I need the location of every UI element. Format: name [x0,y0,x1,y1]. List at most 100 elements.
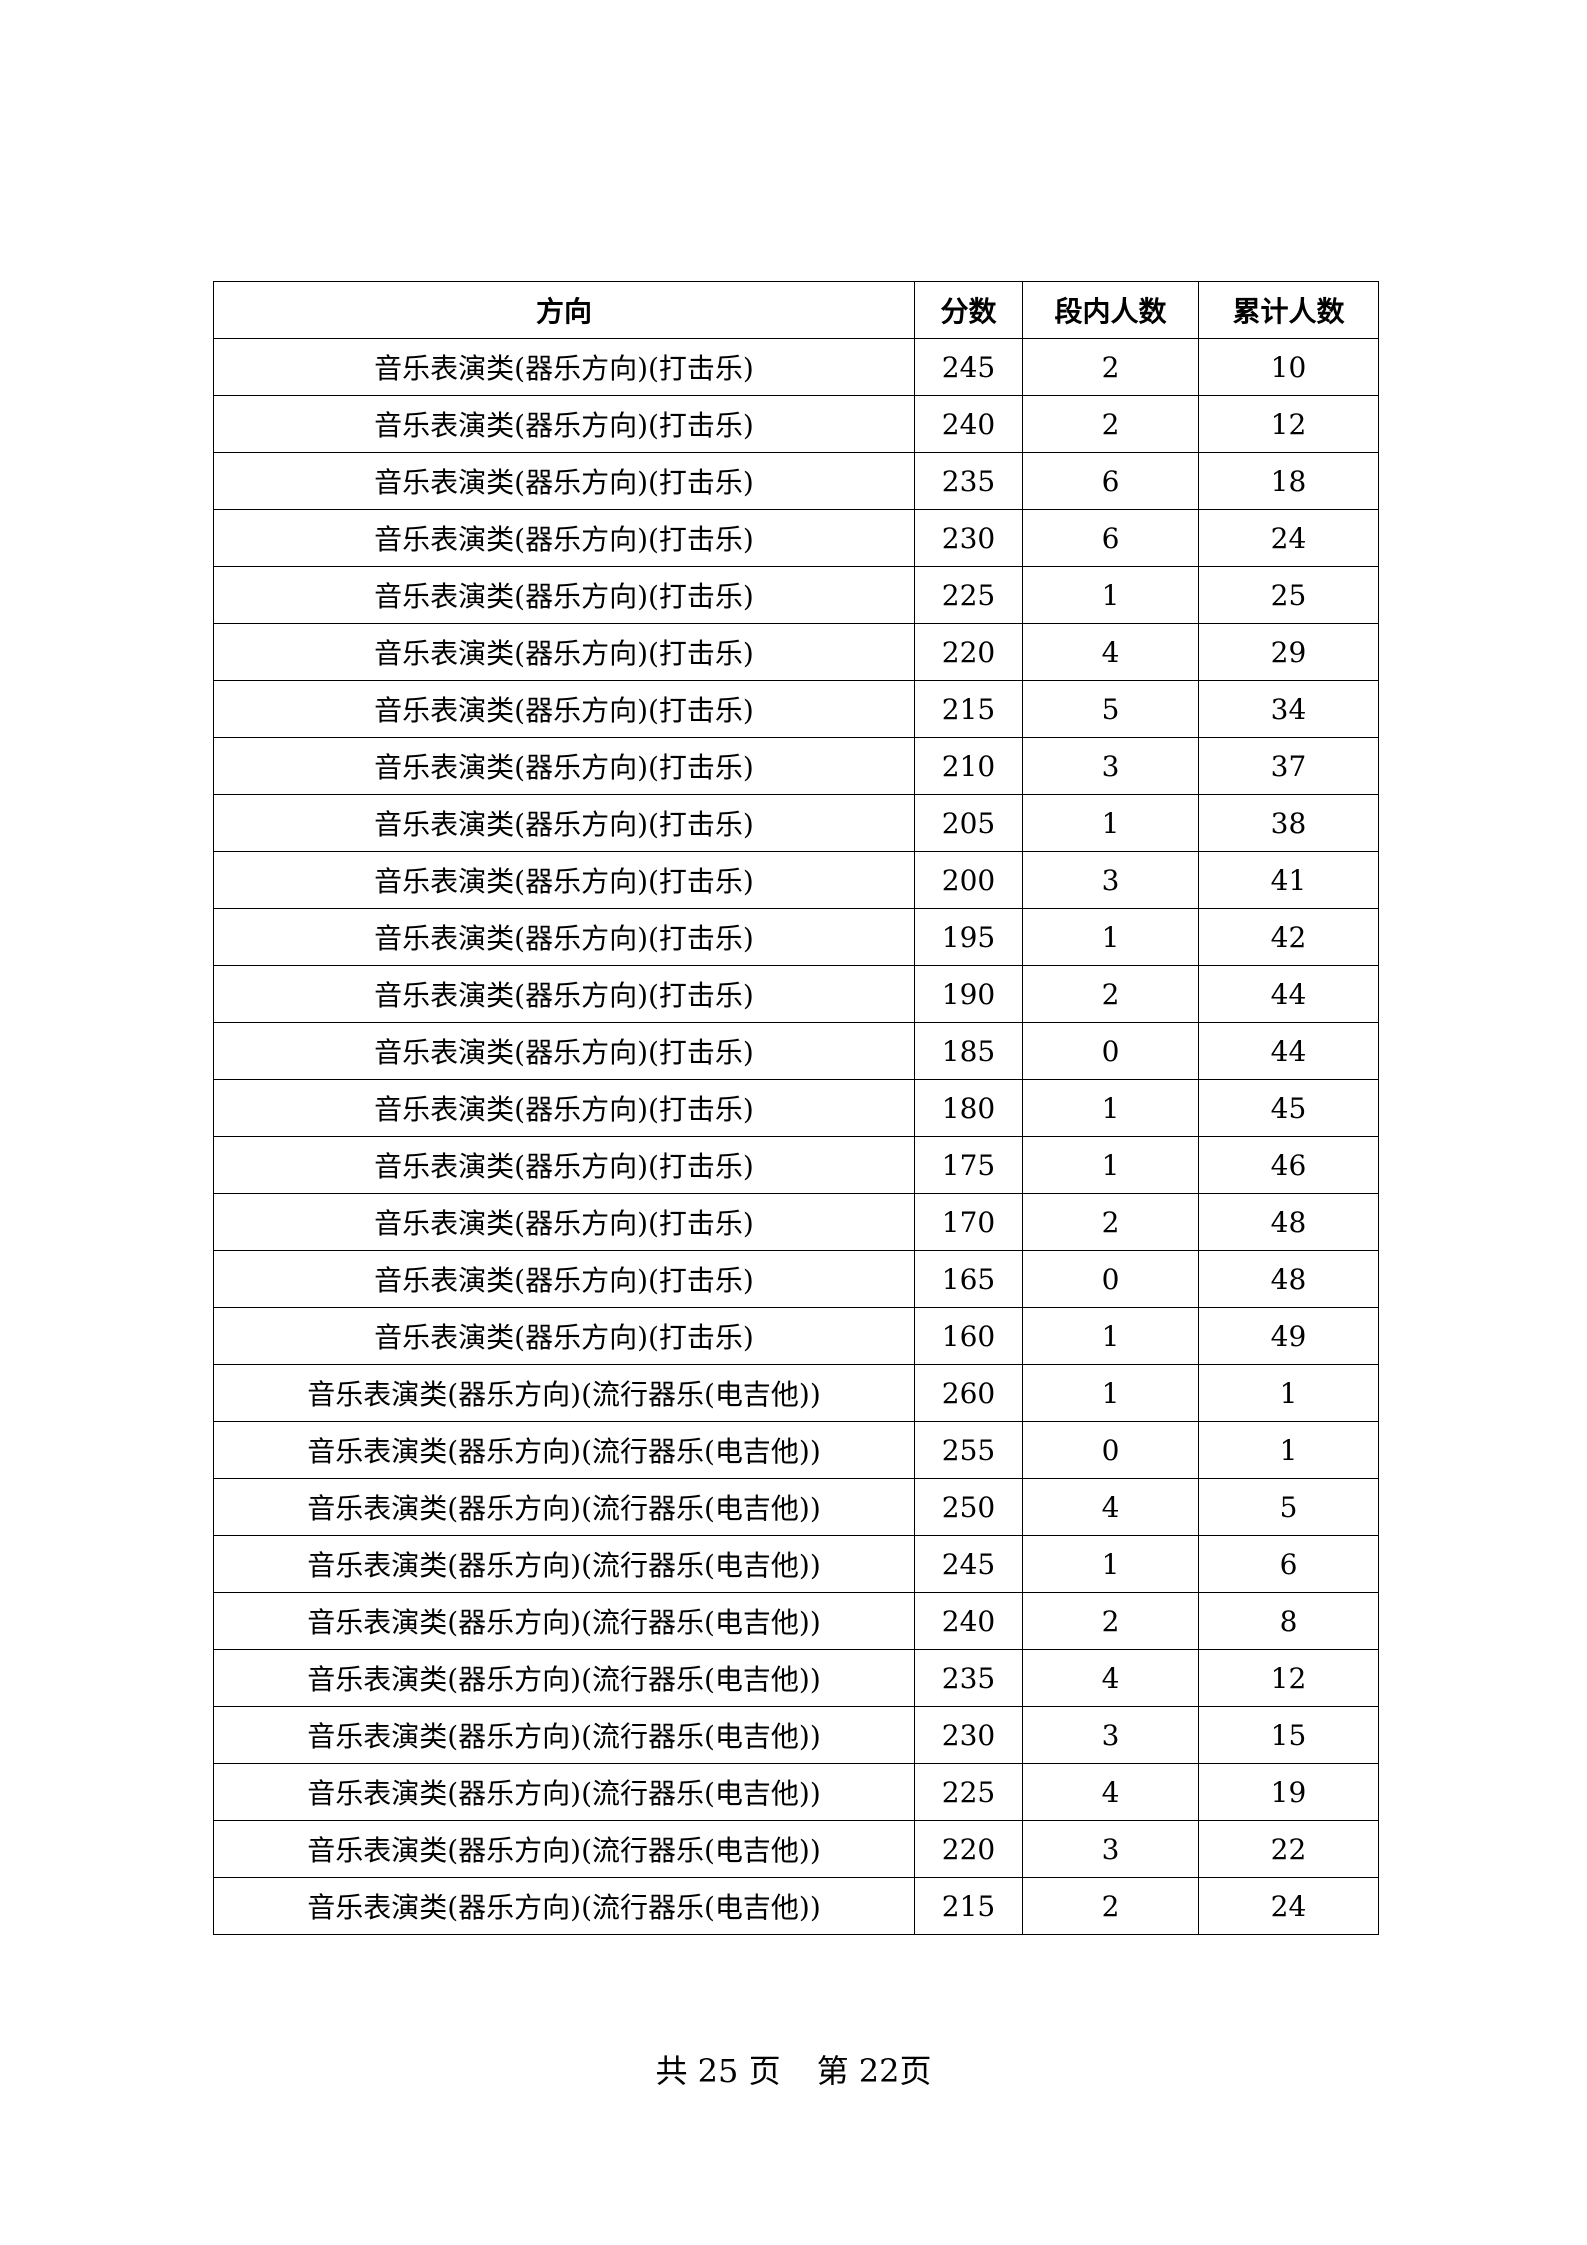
cell-segment-count: 2 [1022,1877,1199,1935]
cell-score: 195 [914,908,1023,966]
cell-direction: 音乐表演类(器乐方向)(打击乐) [213,1136,915,1194]
cell-cumulative-count: 42 [1198,908,1379,966]
cell-direction: 音乐表演类(器乐方向)(打击乐) [213,452,915,510]
cell-segment-count: 3 [1022,1706,1199,1764]
cell-score: 215 [914,680,1023,738]
table-row: 音乐表演类(器乐方向)(流行器乐(电吉他)) 230 3 15 [213,1706,1379,1764]
cell-score: 260 [914,1364,1023,1422]
table-row: 音乐表演类(器乐方向)(流行器乐(电吉他)) 260 1 1 [213,1364,1379,1422]
cell-direction: 音乐表演类(器乐方向)(流行器乐(电吉他)) [213,1763,915,1821]
cell-score: 235 [914,1649,1023,1707]
cell-cumulative-count: 25 [1198,566,1379,624]
cell-direction: 音乐表演类(器乐方向)(打击乐) [213,908,915,966]
cell-direction: 音乐表演类(器乐方向)(打击乐) [213,338,915,396]
cell-score: 165 [914,1250,1023,1308]
cell-direction: 音乐表演类(器乐方向)(打击乐) [213,965,915,1023]
cell-direction: 音乐表演类(器乐方向)(打击乐) [213,1193,915,1251]
cell-direction: 音乐表演类(器乐方向)(流行器乐(电吉他)) [213,1706,915,1764]
cell-direction: 音乐表演类(器乐方向)(流行器乐(电吉他)) [213,1649,915,1707]
cell-segment-count: 2 [1022,1592,1199,1650]
cell-score: 175 [914,1136,1023,1194]
cell-cumulative-count: 24 [1198,509,1379,567]
cell-cumulative-count: 45 [1198,1079,1379,1137]
cell-score: 210 [914,737,1023,795]
table-row: 音乐表演类(器乐方向)(打击乐) 195 1 42 [213,908,1379,966]
cell-segment-count: 1 [1022,1136,1199,1194]
table-row: 音乐表演类(器乐方向)(流行器乐(电吉他)) 225 4 19 [213,1763,1379,1821]
score-table: 方向 分数 段内人数 累计人数 音乐表演类(器乐方向)(打击乐) 245 2 10 音乐… [213,281,1379,1935]
cell-segment-count: 5 [1022,680,1199,738]
cell-direction: 音乐表演类(器乐方向)(流行器乐(电吉他)) [213,1478,915,1536]
cell-segment-count: 1 [1022,1079,1199,1137]
cell-direction: 音乐表演类(器乐方向)(打击乐) [213,395,915,453]
cell-segment-count: 4 [1022,1478,1199,1536]
cell-cumulative-count: 8 [1198,1592,1379,1650]
cell-score: 235 [914,452,1023,510]
cell-score: 220 [914,623,1023,681]
cell-score: 225 [914,1763,1023,1821]
cell-segment-count: 2 [1022,1193,1199,1251]
cell-segment-count: 1 [1022,1535,1199,1593]
cell-direction: 音乐表演类(器乐方向)(流行器乐(电吉他)) [213,1820,915,1878]
cell-cumulative-count: 5 [1198,1478,1379,1536]
table-row: 音乐表演类(器乐方向)(打击乐) 215 5 34 [213,680,1379,738]
table-row: 音乐表演类(器乐方向)(打击乐) 210 3 37 [213,737,1379,795]
cell-segment-count: 6 [1022,509,1199,567]
cell-score: 230 [914,509,1023,567]
table-row: 音乐表演类(器乐方向)(打击乐) 200 3 41 [213,851,1379,909]
cell-segment-count: 1 [1022,1364,1199,1422]
cell-direction: 音乐表演类(器乐方向)(打击乐) [213,680,915,738]
cell-direction: 音乐表演类(器乐方向)(打击乐) [213,1079,915,1137]
cell-direction: 音乐表演类(器乐方向)(流行器乐(电吉他)) [213,1421,915,1479]
cell-segment-count: 3 [1022,851,1199,909]
cell-score: 225 [914,566,1023,624]
cell-cumulative-count: 18 [1198,452,1379,510]
cell-cumulative-count: 1 [1198,1421,1379,1479]
table-row: 音乐表演类(器乐方向)(打击乐) 205 1 38 [213,794,1379,852]
cell-direction: 音乐表演类(器乐方向)(流行器乐(电吉他)) [213,1592,915,1650]
header-segment-count: 段内人数 [1022,281,1199,339]
table-header-row: 方向 分数 段内人数 累计人数 [213,281,1379,339]
cell-direction: 音乐表演类(器乐方向)(流行器乐(电吉他)) [213,1364,915,1422]
cell-direction: 音乐表演类(器乐方向)(打击乐) [213,737,915,795]
cell-score: 240 [914,1592,1023,1650]
table-row: 音乐表演类(器乐方向)(打击乐) 190 2 44 [213,965,1379,1023]
cell-cumulative-count: 44 [1198,965,1379,1023]
cell-score: 220 [914,1820,1023,1878]
table-row: 音乐表演类(器乐方向)(打击乐) 185 0 44 [213,1022,1379,1080]
cell-score: 215 [914,1877,1023,1935]
cell-segment-count: 1 [1022,794,1199,852]
table-row: 音乐表演类(器乐方向)(打击乐) 230 6 24 [213,509,1379,567]
header-direction: 方向 [213,281,915,339]
cell-direction: 音乐表演类(器乐方向)(打击乐) [213,566,915,624]
cell-cumulative-count: 37 [1198,737,1379,795]
cell-direction: 音乐表演类(器乐方向)(打击乐) [213,623,915,681]
cell-score: 200 [914,851,1023,909]
table-row: 音乐表演类(器乐方向)(打击乐) 180 1 45 [213,1079,1379,1137]
cell-score: 250 [914,1478,1023,1536]
cell-segment-count: 1 [1022,908,1199,966]
cell-cumulative-count: 6 [1198,1535,1379,1593]
cell-score: 170 [914,1193,1023,1251]
cell-score: 185 [914,1022,1023,1080]
cell-cumulative-count: 41 [1198,851,1379,909]
table-row: 音乐表演类(器乐方向)(流行器乐(电吉他)) 215 2 24 [213,1877,1379,1935]
cell-cumulative-count: 10 [1198,338,1379,396]
cell-segment-count: 2 [1022,395,1199,453]
table-row: 音乐表演类(器乐方向)(流行器乐(电吉他)) 220 3 22 [213,1820,1379,1878]
table-row: 音乐表演类(器乐方向)(打击乐) 220 4 29 [213,623,1379,681]
cell-direction: 音乐表演类(器乐方向)(打击乐) [213,1250,915,1308]
cell-cumulative-count: 19 [1198,1763,1379,1821]
cell-segment-count: 1 [1022,566,1199,624]
cell-cumulative-count: 48 [1198,1250,1379,1308]
cell-segment-count: 3 [1022,1820,1199,1878]
cell-segment-count: 6 [1022,452,1199,510]
cell-cumulative-count: 29 [1198,623,1379,681]
cell-score: 190 [914,965,1023,1023]
cell-cumulative-count: 49 [1198,1307,1379,1365]
cell-cumulative-count: 1 [1198,1364,1379,1422]
cell-segment-count: 4 [1022,623,1199,681]
table-row: 音乐表演类(器乐方向)(流行器乐(电吉他)) 245 1 6 [213,1535,1379,1593]
cell-score: 205 [914,794,1023,852]
